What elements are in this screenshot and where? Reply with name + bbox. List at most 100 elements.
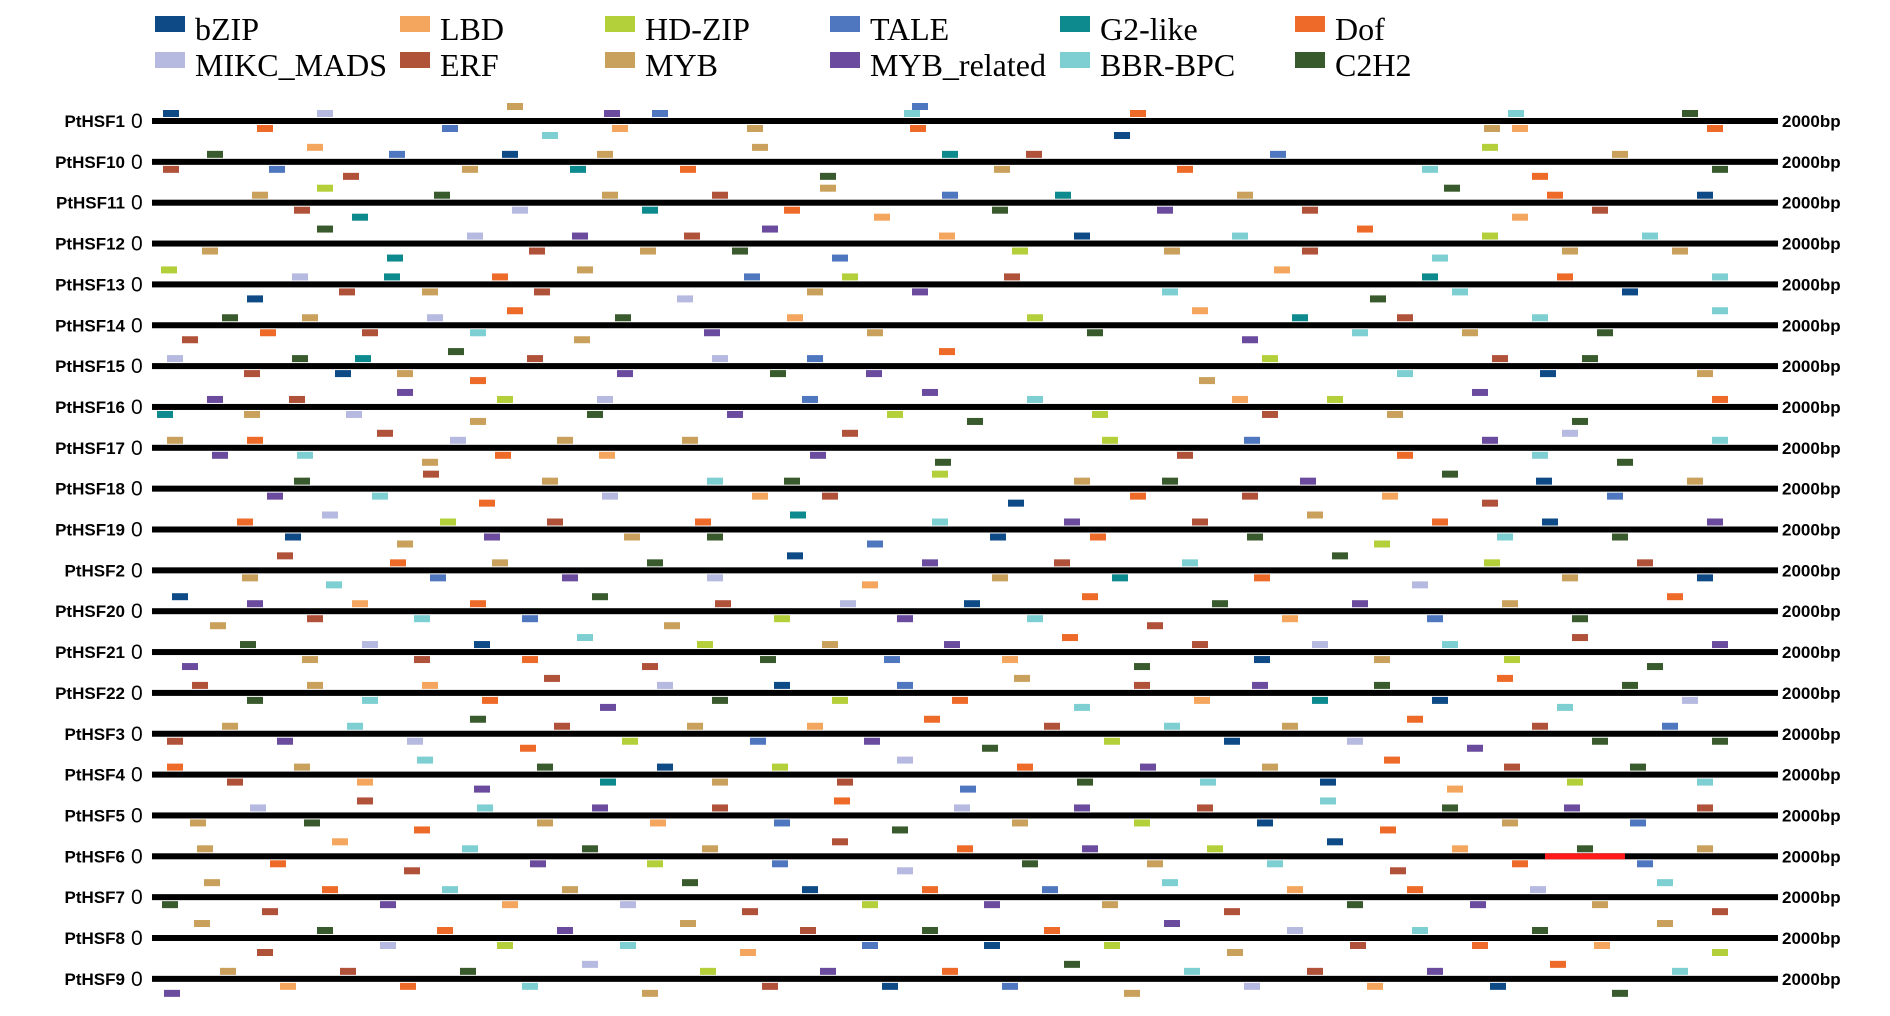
axis-start-label: 0 <box>131 723 143 746</box>
cis-element-myb-related <box>810 451 826 459</box>
cis-element-myb <box>597 150 613 158</box>
cis-element-erf <box>339 288 355 296</box>
cis-element-c2h2 <box>304 819 320 827</box>
cis-element-c2h2 <box>1064 960 1080 968</box>
cis-element-myb <box>1199 377 1215 385</box>
cis-element-bbr-bpc <box>1532 314 1548 322</box>
cis-element-bbr-bpc <box>1712 273 1728 281</box>
cis-element-bzip <box>163 110 179 117</box>
cis-element-erf <box>1026 150 1042 158</box>
cis-element-bzip <box>1320 778 1336 786</box>
cis-element-hd-zip <box>1134 819 1150 827</box>
promoter-line <box>152 322 1778 329</box>
cis-element-myb-related <box>922 559 938 567</box>
cis-element-dof <box>1384 756 1400 764</box>
cis-element-myb <box>422 458 438 466</box>
cis-element-tale <box>807 355 823 363</box>
cis-element-tale <box>862 942 878 949</box>
cis-element-erf <box>642 663 658 671</box>
cis-element-erf <box>1044 722 1060 730</box>
axis-start-label: 0 <box>131 233 143 256</box>
cis-element-erf <box>1390 867 1406 875</box>
legend-label: bZIP <box>195 11 259 47</box>
cis-element-c2h2 <box>207 150 223 158</box>
legend-label: LBD <box>440 11 504 47</box>
cis-element-myb <box>822 641 838 649</box>
axis-start-label: 0 <box>131 396 143 419</box>
gene-label: PtHSF22 <box>55 684 125 703</box>
gene-label: PtHSF15 <box>55 357 125 376</box>
cis-element-myb <box>302 314 318 322</box>
cis-element-bbr-bpc <box>347 722 363 730</box>
cis-element-myb <box>680 920 696 927</box>
cis-element-hd-zip <box>1027 314 1043 322</box>
cis-element-bbr-bpc <box>1352 329 1368 337</box>
gene-track-pthsf15: PtHSF15 0 2000bp <box>55 348 1841 385</box>
cis-element-c2h2 <box>682 879 698 887</box>
cis-element-dof <box>1380 826 1396 834</box>
cis-element-myb <box>1672 247 1688 255</box>
cis-element-hd-zip <box>932 470 948 478</box>
cis-element-tale <box>867 540 883 548</box>
cis-element-myb-related <box>474 785 490 793</box>
cis-element-myb-related <box>592 804 608 812</box>
cis-element-bbr-bpc <box>707 477 723 485</box>
cis-element-myb <box>220 967 236 975</box>
cis-element-c2h2 <box>1582 355 1598 363</box>
cis-element-myb <box>242 574 258 582</box>
cis-element-mikc-mads <box>897 867 913 875</box>
cis-element-bbr-bpc <box>1432 254 1448 262</box>
gene-label: PtHSF16 <box>55 398 125 417</box>
cis-element-erf <box>1307 967 1323 975</box>
cis-element-myb <box>557 436 573 444</box>
axis-start-label: 0 <box>131 886 143 909</box>
cis-element-c2h2 <box>1622 681 1638 689</box>
cis-element-myb <box>1562 247 1578 255</box>
cis-element-tale <box>750 737 766 745</box>
cis-element-tale <box>832 254 848 262</box>
axis-start-label: 0 <box>131 845 143 868</box>
cis-element-myb <box>1697 370 1713 378</box>
cis-element-c2h2 <box>935 458 951 466</box>
cis-element-myb-related <box>212 451 228 459</box>
cis-element-bbr-bpc <box>470 329 486 337</box>
cis-element-c2h2 <box>1444 184 1460 192</box>
cis-element-bzip <box>774 681 790 689</box>
cis-element-c2h2 <box>1577 845 1593 853</box>
cis-element-dof <box>1667 593 1683 601</box>
gene-track-pthsf16: PtHSF16 0 2000bp <box>55 388 1841 425</box>
cis-element-myb <box>492 559 508 567</box>
cis-element-tale <box>269 165 285 173</box>
gene-label: PtHSF2 <box>65 561 125 580</box>
axis-start-label: 0 <box>131 355 143 378</box>
cis-element-erf <box>1532 722 1548 730</box>
legend-label: HD-ZIP <box>645 11 750 47</box>
gene-label: PtHSF21 <box>55 643 125 662</box>
cis-element-myb <box>1147 860 1163 868</box>
cis-element-erf <box>712 191 728 199</box>
cis-element-dof <box>1407 886 1423 894</box>
axis-end-label: 2000bp <box>1782 521 1841 540</box>
cis-element-erf <box>423 470 439 478</box>
cis-element-lbd <box>1382 492 1398 500</box>
axis-start-label: 0 <box>131 968 143 991</box>
cis-element-bbr-bpc <box>1074 703 1090 711</box>
cis-element-bbr-bpc <box>417 756 433 764</box>
cis-element-dof <box>924 715 940 723</box>
cis-element-dof <box>437 927 453 934</box>
cis-element-myb-related <box>1564 804 1580 812</box>
promoter-line <box>152 363 1778 370</box>
cis-element-tale <box>1270 150 1286 158</box>
cis-element-erf <box>1712 908 1728 916</box>
gene-label: PtHSF5 <box>65 806 125 825</box>
cis-element-hd-zip <box>1327 395 1343 403</box>
cis-element-lbd <box>1282 615 1298 623</box>
cis-element-lbd <box>1367 982 1383 990</box>
cis-element-hd-zip <box>1104 942 1120 949</box>
cis-element-myb-related <box>1242 336 1258 344</box>
axis-end-label: 2000bp <box>1782 602 1841 621</box>
gene-track-pthsf6: PtHSF6 0 2000bp <box>65 838 1841 875</box>
promoter-line <box>152 853 1778 860</box>
cis-element-bbr-bpc <box>1320 797 1336 805</box>
cis-element-myb <box>1502 600 1518 608</box>
